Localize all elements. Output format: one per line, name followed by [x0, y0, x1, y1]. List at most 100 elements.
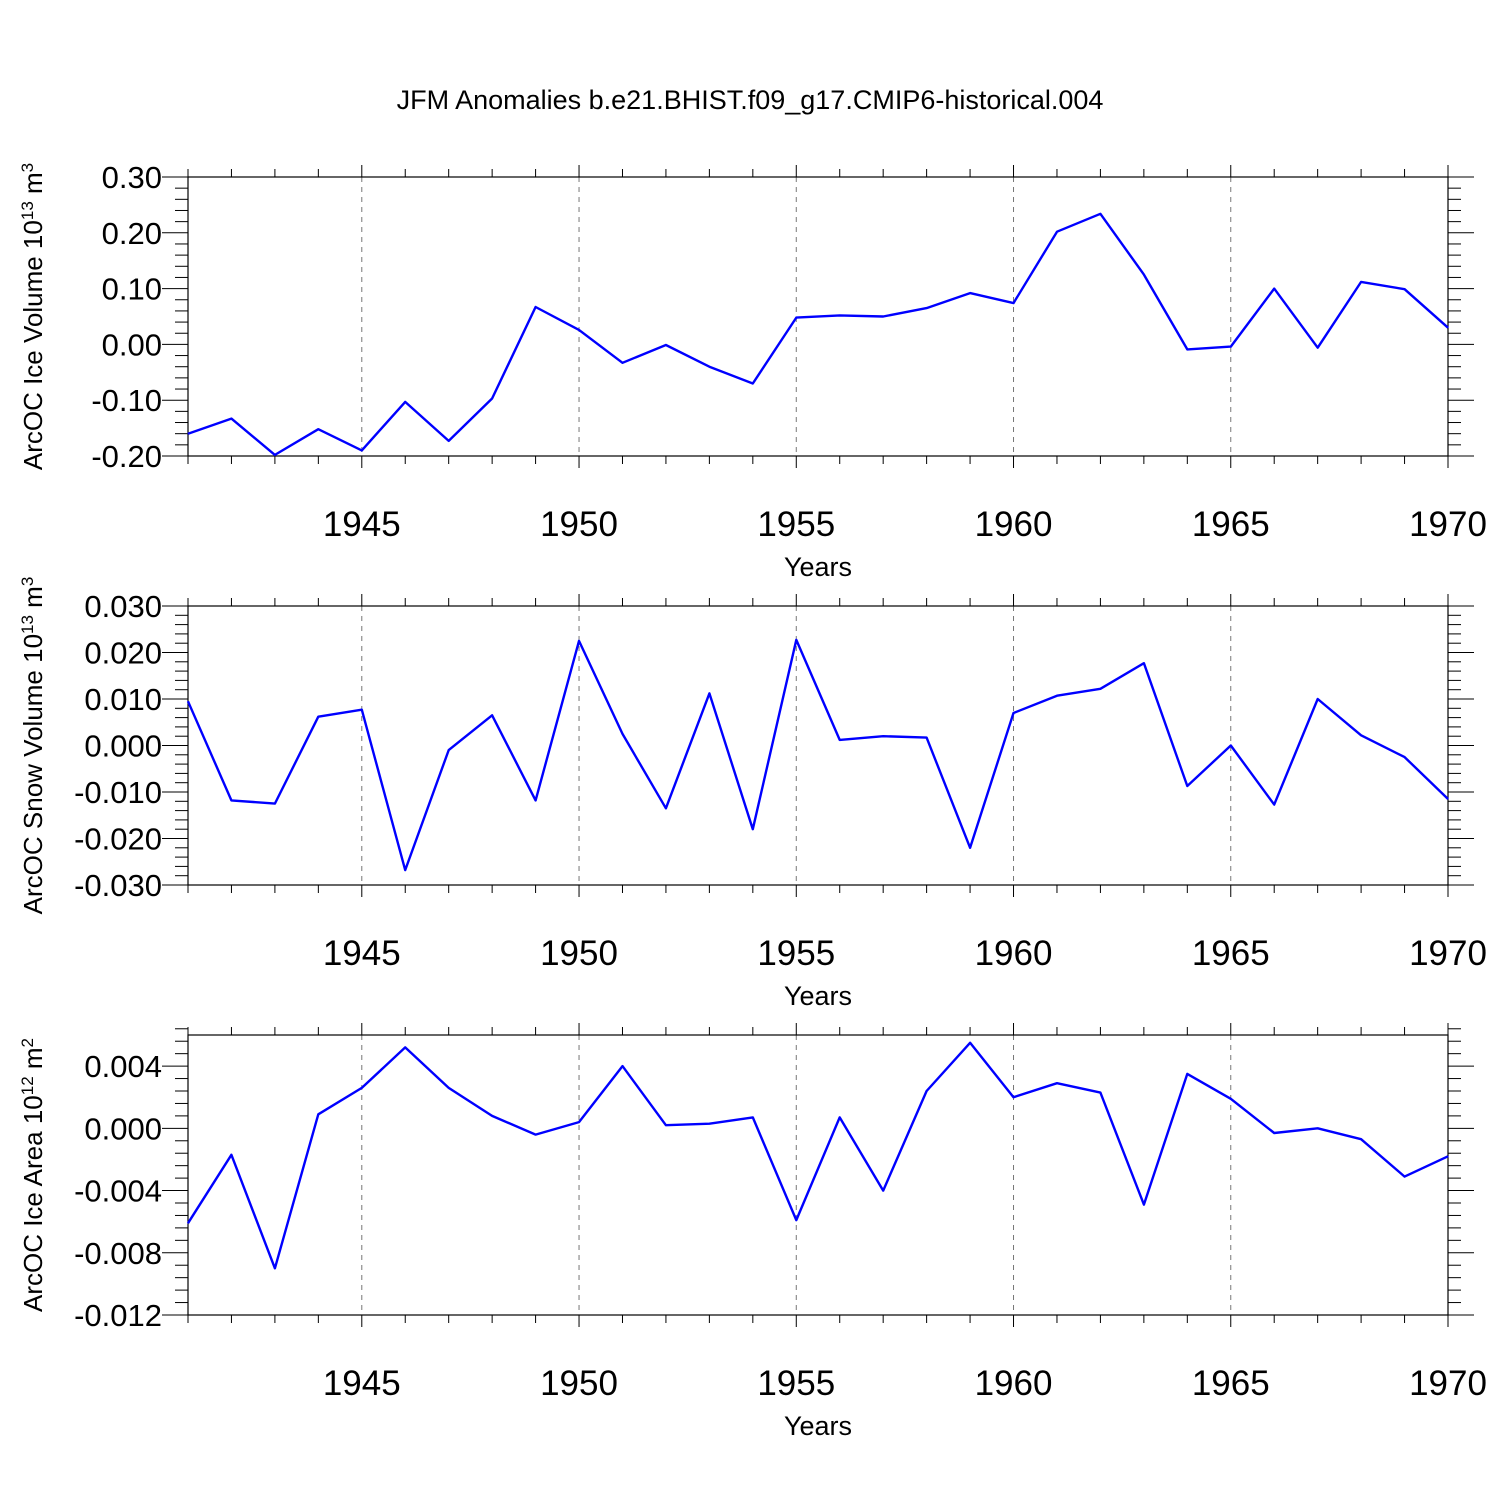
y-axis-label-superscript: 3 — [18, 163, 37, 172]
data-point — [1447, 798, 1449, 800]
data-point — [187, 433, 189, 435]
data-point — [578, 640, 580, 642]
y-tick-label: -0.030 — [74, 868, 162, 903]
x-tick-label: 1965 — [1192, 934, 1270, 973]
data-point — [404, 1046, 406, 1048]
data-point — [969, 1042, 971, 1044]
data-point — [274, 454, 276, 456]
data-point — [578, 1121, 580, 1123]
data-point — [361, 709, 363, 711]
data-point — [274, 803, 276, 805]
data-point — [839, 739, 841, 741]
data-point — [969, 292, 971, 294]
x-tick-label: 1950 — [540, 505, 618, 544]
data-point — [230, 1154, 232, 1156]
y-axis-label-superscript: 13 — [18, 615, 37, 634]
data-point — [752, 828, 754, 830]
y-axis-label: ArcOC Ice Volume 1013 m3 — [18, 163, 49, 470]
data-point — [1013, 1096, 1015, 1098]
plot-frame — [187, 1034, 1449, 1316]
data-point — [230, 418, 232, 420]
data-point — [1317, 347, 1319, 349]
x-tick-label: 1970 — [1409, 934, 1487, 973]
data-point — [621, 362, 623, 364]
data-point — [1404, 1176, 1406, 1178]
panel-3: 1945 1950 1955 1960 1965 1970 -0.012 -0.008 -0.0… — [18, 1023, 1487, 1441]
data-point — [926, 307, 928, 309]
data-point — [708, 1123, 710, 1125]
data-point — [1360, 734, 1362, 736]
y-tick-label: -0.020 — [74, 822, 162, 857]
data-point — [448, 749, 450, 751]
data-point — [1447, 1155, 1449, 1157]
data-point — [1230, 745, 1232, 746]
y-tick-label: 0.00 — [102, 327, 162, 362]
y-axis-label-text: m — [18, 586, 48, 615]
y-tick-label: 0.020 — [84, 636, 162, 671]
data-point — [448, 1087, 450, 1089]
y-tick-label: -0.004 — [74, 1174, 162, 1209]
data-point — [1273, 288, 1275, 290]
y-axis-label-text: ArcOC Snow Volume 10 — [18, 634, 48, 914]
x-axis-label: Years — [784, 552, 852, 582]
series-line — [186, 638, 1449, 872]
data-point — [578, 329, 580, 331]
data-point — [752, 382, 754, 384]
data-point — [1317, 1127, 1319, 1129]
data-point — [1143, 274, 1145, 276]
y-axis-label: ArcOC Snow Volume 1013 m3 — [18, 577, 49, 915]
data-point — [274, 1267, 276, 1269]
data-point — [317, 1113, 319, 1115]
x-tick-label: 1960 — [975, 505, 1053, 544]
data-point — [752, 1116, 754, 1118]
series-line — [187, 212, 1449, 457]
x-tick-label: 1950 — [540, 934, 618, 973]
data-point — [1273, 804, 1275, 806]
data-point — [1186, 785, 1188, 787]
data-point — [1230, 1098, 1232, 1100]
data-point — [1099, 688, 1101, 690]
data-point — [1186, 1073, 1188, 1075]
data-point — [1143, 1204, 1145, 1206]
y-axis-label-superscript: 13 — [18, 201, 37, 220]
data-point — [1013, 302, 1015, 304]
plot-frame — [187, 176, 1449, 457]
x-tick-label: 1945 — [323, 934, 401, 973]
x-tick-label: 1965 — [1192, 505, 1270, 544]
data-point — [1056, 695, 1058, 697]
data-point — [969, 847, 971, 849]
data-point — [535, 306, 537, 308]
x-axis-label: Years — [784, 1411, 852, 1441]
x-tick-label: 1950 — [540, 1364, 618, 1403]
data-point — [882, 735, 884, 737]
data-point — [839, 314, 841, 316]
y-tick-label: 0.30 — [102, 160, 162, 195]
y-tick-label: 0.004 — [84, 1049, 162, 1084]
data-point — [795, 317, 797, 319]
data-point — [535, 799, 537, 801]
series-line — [186, 1041, 1449, 1270]
data-point — [839, 1116, 841, 1118]
y-tick-label: 0.030 — [84, 589, 162, 624]
y-tick-label: 0.20 — [102, 216, 162, 251]
data-point — [665, 1124, 667, 1126]
x-tick-label: 1945 — [323, 1364, 401, 1403]
y-axis-label-text: ArcOC Ice Area 10 — [18, 1095, 48, 1312]
y-tick-label: -0.10 — [91, 383, 162, 418]
data-point — [1447, 327, 1449, 329]
y-axis-label-text: ArcOC Ice Volume 10 — [18, 220, 48, 470]
plot-frame — [187, 605, 1449, 886]
data-point — [665, 344, 667, 346]
y-axis-label-superscript: 12 — [18, 1076, 37, 1095]
data-point — [361, 1087, 363, 1089]
data-point — [1404, 288, 1406, 290]
data-point — [882, 316, 884, 317]
data-point — [1230, 346, 1232, 348]
data-point — [1056, 1082, 1058, 1084]
data-point — [491, 1115, 493, 1117]
x-tick-label: 1960 — [975, 934, 1053, 973]
data-point — [1360, 281, 1362, 283]
data-point — [1099, 213, 1101, 215]
data-point — [1099, 1092, 1101, 1094]
